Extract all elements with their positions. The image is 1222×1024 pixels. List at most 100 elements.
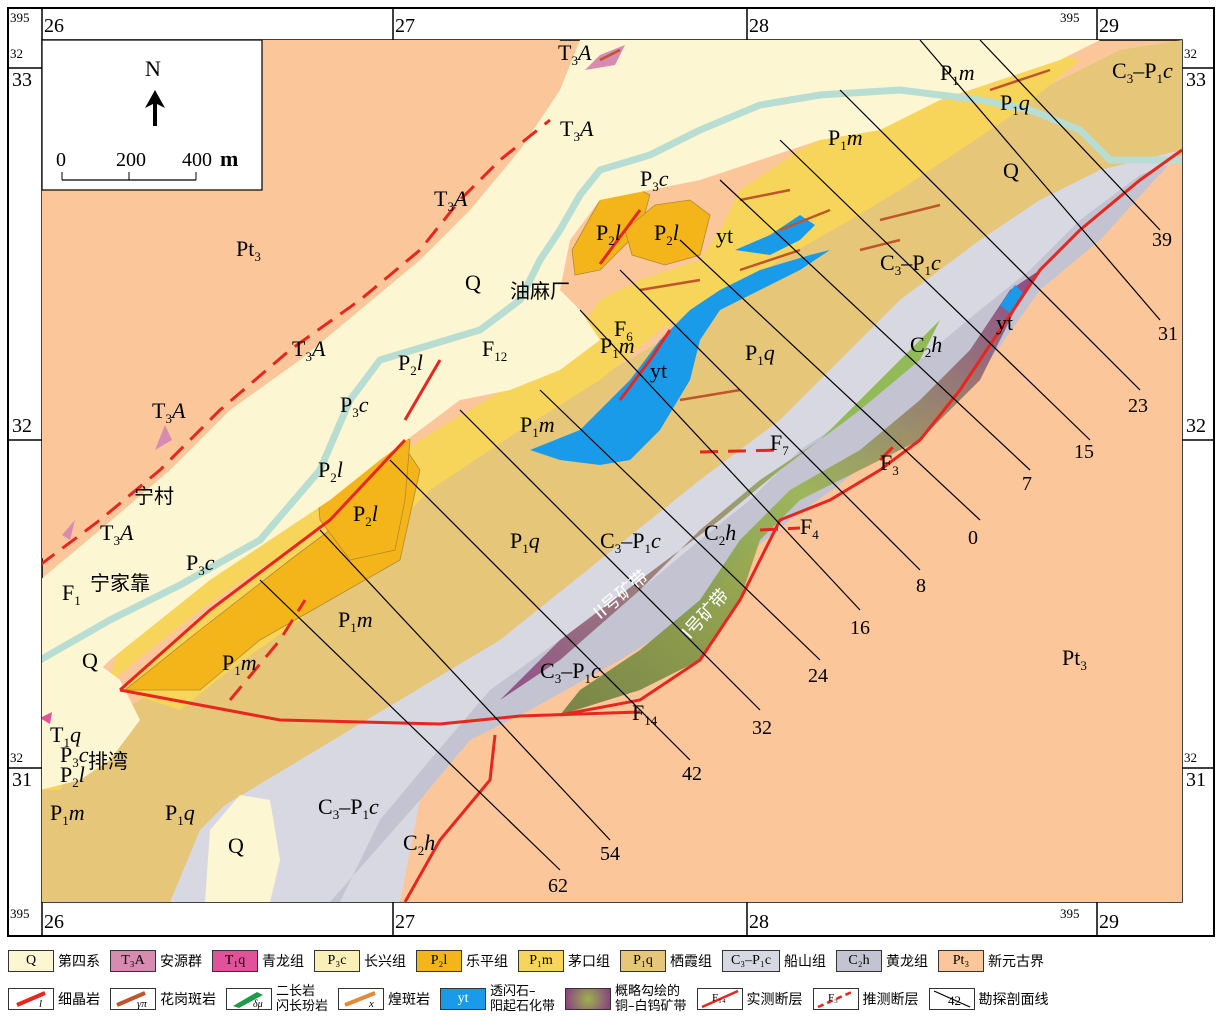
scale-unit: m <box>220 146 238 171</box>
label-P1q-s: P <box>510 528 522 553</box>
svg-text:P1m: P1m <box>828 125 863 153</box>
label-C3P1c-ne: C <box>1112 58 1127 83</box>
legend-item-C3P1c: C₃–P₁c 船山组 <box>722 950 826 972</box>
ore-belt-I <box>560 270 1040 715</box>
svg-text:C2h: C2h <box>910 332 942 360</box>
label-T3A-6: T <box>100 520 114 545</box>
section-39: 39 <box>1152 229 1172 251</box>
unit-Q <box>42 40 1100 700</box>
svg-text:T3A: T3A <box>100 520 134 548</box>
section-42: 42 <box>682 763 702 785</box>
legend-item-ore-belt: 概略勾绘的 铜–白钨矿带 <box>565 984 687 1014</box>
label-T3A-4: T <box>292 336 306 361</box>
svg-text:F3: F3 <box>880 450 899 478</box>
svg-text:T3A: T3A <box>434 186 468 214</box>
label-Pt3-se: Pt <box>1062 645 1080 670</box>
svg-text:P1m: P1m <box>520 412 555 440</box>
river <box>42 86 1182 663</box>
tick-bottom-28: 28 <box>749 911 769 933</box>
label-P1m-mid: P <box>600 333 612 358</box>
label-P2l-2: P <box>654 220 666 245</box>
ore-belt-icon <box>565 988 612 1010</box>
svg-text:x: x <box>368 998 374 1009</box>
section-7: 7 <box>1022 473 1032 495</box>
svg-text:γπ: γπ <box>137 998 147 1009</box>
svg-text:F₁₄: F₁₄ <box>712 992 726 1004</box>
svg-text:P2l: P2l <box>318 457 343 485</box>
svg-text:F6: F6 <box>614 316 633 344</box>
tick-bottom-27: 27 <box>395 911 415 933</box>
svg-text:T3A: T3A <box>558 40 592 68</box>
legend-item-C2h: C₂h 黄龙组 <box>836 950 928 972</box>
label-P1m-mid2: P <box>520 412 532 437</box>
section-24: 24 <box>808 665 828 687</box>
label-C2h-ne: C <box>910 332 925 357</box>
unit-Q-s <box>205 795 280 902</box>
legend-label-lamprophyre: 煌斑岩 <box>388 992 431 1008</box>
place-ningjiakao: 宁家靠 <box>90 571 150 595</box>
svg-text:T3A: T3A <box>292 336 326 364</box>
section-line-icon: 42 <box>928 988 975 1010</box>
section-numbers: 39 31 23 15 7 0 8 16 24 32 42 54 62 <box>548 229 1178 897</box>
tick-prefix-top-left: 395 <box>10 10 30 25</box>
svg-text:P1q: P1q <box>165 800 195 828</box>
legend-swatch-Q: Q <box>8 950 54 972</box>
legend-item-diorite: δμ 二长岩 闪长玢岩 <box>226 984 328 1014</box>
svg-text:δμ: δμ <box>253 999 263 1009</box>
legend-item-Pt3: Pt₃ 新元古界 <box>938 950 1044 972</box>
unit-labels: Pt3 Pt3 Q Q Q Q P1m P1m P1m P1m P1m P1m … <box>50 40 1173 858</box>
tick-right-32: 32 <box>1186 415 1206 437</box>
legend-item-section: 42 勘探剖面线 <box>928 988 1049 1010</box>
fault-F14: F <box>632 700 644 725</box>
section-23: 23 <box>1128 395 1148 417</box>
tick-bottom-29: 29 <box>1099 911 1119 933</box>
legend-label-section: 勘探剖面线 <box>978 992 1049 1008</box>
label-C2h-sw: C <box>403 830 418 855</box>
north-scale-box <box>41 39 263 191</box>
legend-swatch-P3c: P₃c <box>314 950 360 972</box>
svg-text:P3c: P3c <box>640 166 669 194</box>
lamprophyre-dykes <box>599 48 1051 402</box>
tick-bottom-26: 26 <box>44 911 64 933</box>
label-P2l-sw: P <box>60 762 72 787</box>
legend-label-diorite: 二长岩 闪长玢岩 <box>276 984 329 1014</box>
section-32: 32 <box>752 717 772 739</box>
label-C3P1c-far: C <box>318 794 333 819</box>
unit-T3A-2 <box>155 425 172 450</box>
svg-text:C3–P1c: C3–P1c <box>1112 58 1173 86</box>
svg-text:P3c: P3c <box>340 392 369 420</box>
label-P1m-far-sw: P <box>50 800 62 825</box>
section-16: 16 <box>850 617 870 639</box>
legend-swatch-C2h: C₂h <box>836 950 882 972</box>
legend-item-fault: F₁₄ 实测断层 <box>696 988 803 1010</box>
svg-text:C3–P1c: C3–P1c <box>540 658 601 686</box>
place-youmachang: 油麻厂 <box>510 279 570 303</box>
measured-fault-icon: F₁₄ <box>696 988 743 1010</box>
legend-swatch-P1q: P₁q <box>620 950 666 972</box>
faults-measured <box>119 148 1182 902</box>
fault-F7: F <box>770 430 782 455</box>
north-label: N <box>145 56 161 81</box>
svg-text:T1q: T1q <box>50 722 81 750</box>
tick-left-33: 33 <box>12 69 32 91</box>
section-lines <box>259 40 1161 871</box>
svg-text:P1q: P1q <box>745 340 775 368</box>
unit-Q-sw <box>42 650 140 790</box>
legend: Q 第四系 T₃A 安源群 T₁q 青龙组 P₃c 长兴组 P₂l 乐平组 P₁m 茅口组 … <box>0 944 1222 1024</box>
grid-ticks <box>8 8 1214 936</box>
faults-inferred <box>42 118 902 701</box>
tick-right-33: 33 <box>1186 69 1206 91</box>
svg-text:42: 42 <box>948 993 961 1008</box>
legend-swatch-P1m: P₁m <box>518 950 564 972</box>
tick-right-31: 31 <box>1186 769 1206 791</box>
svg-text:P1m: P1m <box>222 650 257 678</box>
legend-label-P3c: 长兴组 <box>364 954 406 970</box>
label-Pt3-nw: Pt <box>236 236 254 261</box>
legend-label-aplite: 细晶岩 <box>58 992 100 1008</box>
legend-label-C2h: 黄龙组 <box>886 954 928 970</box>
svg-text:P1m: P1m <box>940 60 975 88</box>
label-P2l-5: P <box>353 501 365 526</box>
label-P2l-1: P <box>596 220 608 245</box>
label-T1q: T <box>50 722 64 747</box>
legend-label-P1q: 栖霞组 <box>670 954 712 970</box>
